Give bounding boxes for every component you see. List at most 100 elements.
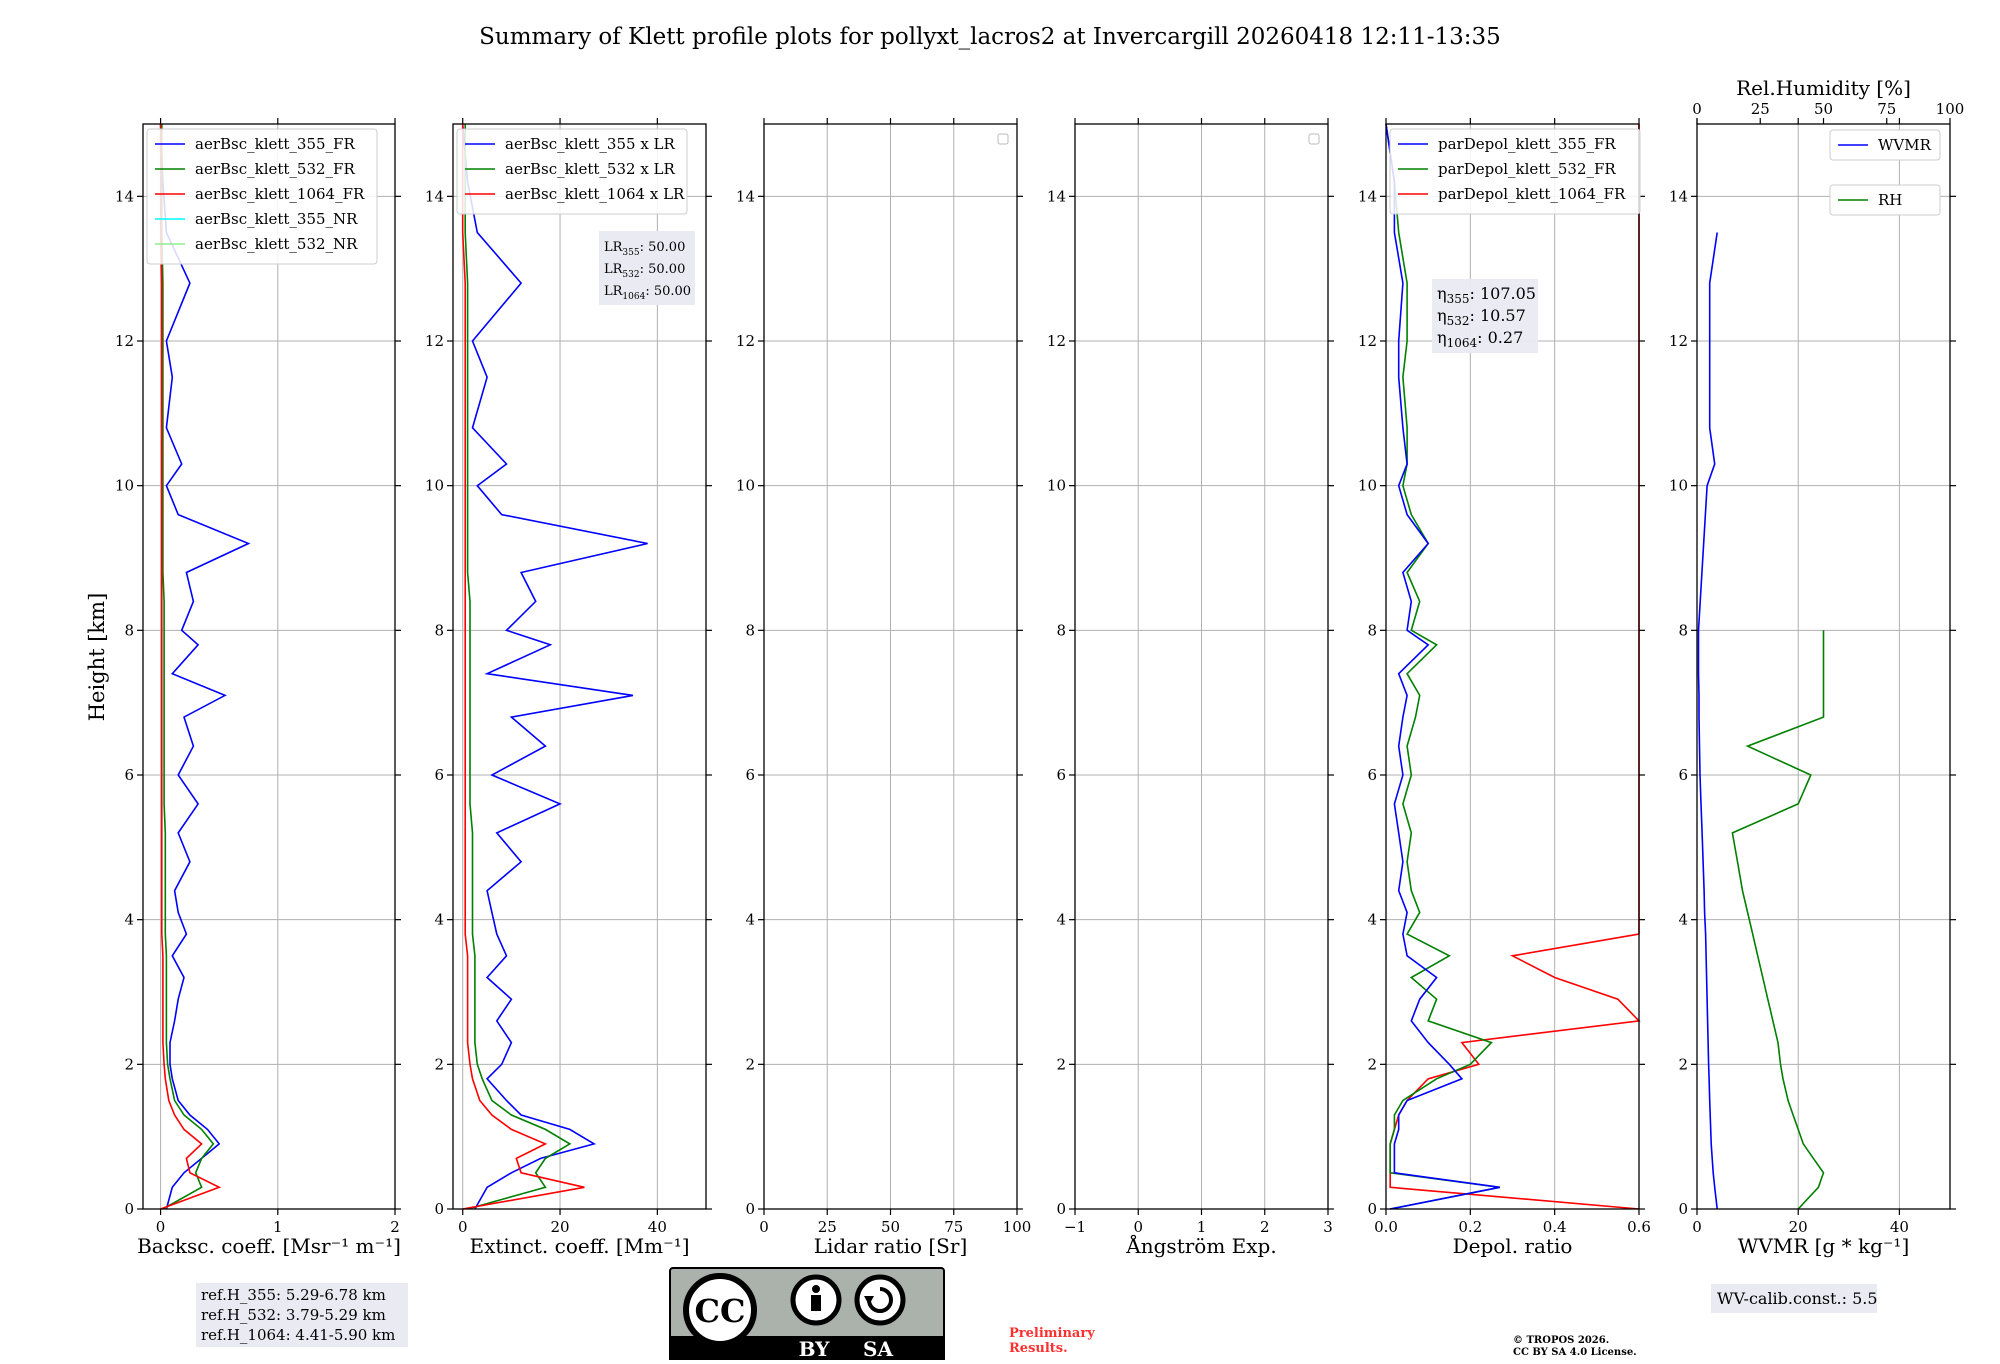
bsc-legend-label-3: aerBsc_klett_355_NR [195, 210, 358, 228]
depol-frame [1385, 123, 1640, 1210]
depol-legend-label-1: parDepol_klett_532_FR [1438, 160, 1616, 178]
ae-xtick-label-0: −1 [1064, 1218, 1086, 1236]
ae-ytick-label-1: 2 [1056, 1055, 1066, 1073]
ext-ytick-label-5: 10 [425, 477, 444, 495]
copyright-line-2: CC BY SA 4.0 License. [1513, 1347, 1637, 1358]
lr-xtick-label-0: 0 [759, 1218, 769, 1236]
ext-xlabel: Extinct. coeff. [Mm⁻¹] [469, 1234, 689, 1258]
depol-ytick-label-0: 0 [1367, 1200, 1377, 1218]
depol-annotation-sub-0: 355 [1447, 292, 1470, 306]
bsc-legend-label-4: aerBsc_klett_532_NR [195, 235, 358, 253]
y-axis-label: Height [km] [85, 593, 109, 722]
bsc-legend-label-1: aerBsc_klett_532_FR [195, 160, 355, 178]
preliminary-line-2: Results. [1009, 1341, 1068, 1356]
ext-annotation-name-1: LR [604, 262, 624, 277]
license-sa: SA [863, 1337, 893, 1360]
depol-legend-box [1389, 128, 1641, 215]
preliminary-note: Preliminary Results. [1009, 1326, 1095, 1356]
ext-355-line [461, 123, 648, 1210]
depol-xtick-label-1: 0.2 [1458, 1218, 1482, 1236]
depol-annotation-1: η532: 10.57 [1437, 306, 1526, 328]
ext-ytick-label-1: 2 [434, 1055, 444, 1073]
wvmr-line [1697, 232, 1718, 1210]
ext-annotation-name-0: LR [604, 240, 624, 255]
lr-xlabel: Lidar ratio [Sr] [814, 1234, 968, 1258]
bsc-legend-label-2: aerBsc_klett_1064_FR [195, 185, 365, 203]
ext-ytick-label-6: 12 [425, 332, 444, 350]
wv-xtick-label-1: 20 [1789, 1218, 1808, 1236]
ext-legend-label-1: aerBsc_klett_532 x LR [505, 160, 676, 178]
depol-xtick-label-0: 0.0 [1374, 1218, 1398, 1236]
rh-line [1731, 630, 1825, 1210]
wv-ytick-label-3: 6 [1678, 766, 1688, 784]
lr-ytick-label-6: 12 [736, 332, 755, 350]
depol-ytick-label-5: 10 [1358, 477, 1377, 495]
copyright-line-1: © TROPOS 2026. [1513, 1335, 1609, 1346]
ext-1064-line [461, 124, 585, 1210]
legend_wvmr-label: WVMR [1878, 136, 1932, 154]
depol-532-line [1385, 123, 1500, 1210]
legend_rh-box [1829, 184, 1941, 216]
ref-line-532: ref.H_532: 3.79-5.29 km [201, 1306, 386, 1324]
copyright-note: © TROPOS 2026. CC BY SA 4.0 License. [1513, 1335, 1637, 1358]
ext-annotation-value-2: : 50.00 [645, 284, 691, 299]
ae-ytick-label-2: 4 [1056, 911, 1066, 929]
ext-xtick-label-1: 20 [550, 1218, 569, 1236]
ae-xtick-label-4: 3 [1323, 1218, 1333, 1236]
ext-legend-label-0: aerBsc_klett_355 x LR [505, 135, 676, 153]
panel-depol: 0 2 4 6 8 10 12 14 0.0 0.2 0.4 0.6 Depol. ratio parDe… [1358, 118, 1651, 1258]
wv-calib-box: WV-calib.const.: 5.5 [1711, 1284, 1878, 1313]
wv-xtick-label-2: 40 [1890, 1218, 1909, 1236]
depol-annotation-value-1: : 10.57 [1470, 306, 1526, 325]
depol-xtick-label-3: 0.6 [1627, 1218, 1651, 1236]
legend_rh-label: RH [1878, 191, 1902, 209]
bsc-frame [142, 123, 396, 1210]
lr-ytick-label-1: 2 [745, 1055, 755, 1073]
lr-xtick-label-2: 50 [881, 1218, 900, 1236]
lr-ytick-label-2: 4 [745, 911, 755, 929]
lr-xtick-label-3: 75 [944, 1218, 963, 1236]
bsc-ytick-label-0: 0 [124, 1200, 134, 1218]
depol-annotation-sub-2: 1064 [1447, 336, 1478, 350]
preliminary-line-1: Preliminary [1009, 1326, 1095, 1341]
ext-ytick-label-3: 6 [434, 766, 444, 784]
bsc-ytick-label-1: 2 [124, 1055, 134, 1073]
lr-empty-legend [997, 133, 1009, 145]
bsc-ytick-label-6: 12 [115, 332, 134, 350]
bsc-355-fr-line [159, 123, 251, 1210]
depol-legend-label-0: parDepol_klett_355_FR [1438, 135, 1616, 153]
ext-annotation-value-1: : 50.00 [640, 262, 686, 277]
ext-annotation-box [599, 231, 695, 305]
ae-ytick-label-6: 12 [1047, 332, 1066, 350]
ext-ytick-label-7: 14 [425, 187, 444, 205]
wv-ytick-label-4: 8 [1678, 621, 1688, 639]
depol-legend-label-2: parDepol_klett_1064_FR [1438, 185, 1626, 203]
ae-xtick-label-3: 2 [1260, 1218, 1270, 1236]
ae-ytick-label-4: 8 [1056, 621, 1066, 639]
ext-legend-label-2: aerBsc_klett_1064 x LR [505, 185, 685, 203]
cc-logo-text: CC [695, 1292, 746, 1330]
ext-annotation-value-0: : 50.00 [640, 240, 686, 255]
depol-annotation-value-0: : 107.05 [1470, 284, 1536, 303]
ae-ytick-label-5: 10 [1047, 477, 1066, 495]
bsc-ytick-label-2: 4 [124, 911, 134, 929]
bsc-532-fr-line [161, 124, 215, 1210]
bsc-xtick-label-1: 1 [273, 1218, 283, 1236]
ext-annotation-0: LR355: 50.00 [604, 240, 685, 258]
ae-xtick-label-1: 0 [1133, 1218, 1143, 1236]
depol-annotation-0: η355: 107.05 [1437, 284, 1536, 306]
figure-title: Summary of Klett profile plots for polly… [479, 24, 1501, 50]
ref-line-355: ref.H_355: 5.29-6.78 km [201, 1286, 386, 1304]
ext-annotation-sub-0: 355 [622, 248, 639, 258]
ae-empty-legend [1308, 133, 1320, 145]
lr-ytick-label-4: 8 [745, 621, 755, 639]
wv-ytick-label-6: 12 [1669, 332, 1688, 350]
ext-xtick-label-0: 0 [458, 1218, 468, 1236]
depol-ytick-label-7: 14 [1358, 187, 1377, 205]
cc-license-badge: CC BY SA [669, 1267, 945, 1363]
bsc-1064-fr-line [159, 124, 222, 1210]
share-alike-icon [854, 1274, 906, 1326]
